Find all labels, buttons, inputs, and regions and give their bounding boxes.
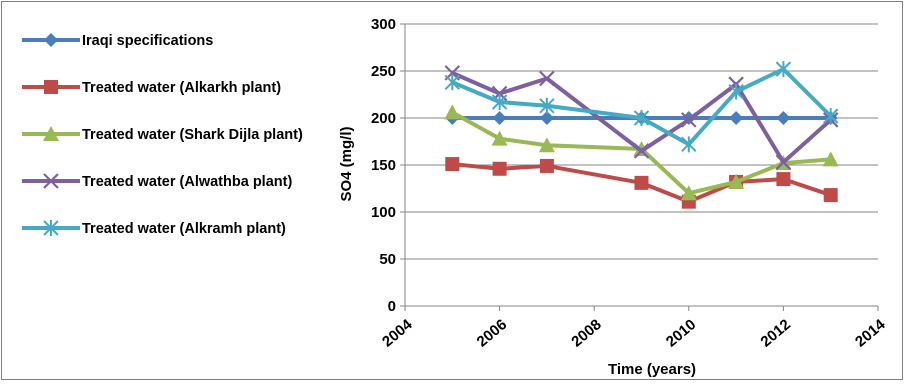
y-tick-label: 50	[379, 251, 396, 268]
data-point	[633, 143, 650, 159]
x-tick-label: 2012	[757, 316, 793, 350]
chart-frame: Iraqi specifications Treated water (Alkar…	[1, 1, 903, 380]
series-group	[444, 61, 839, 209]
y-tick-label: 250	[371, 63, 396, 80]
data-point	[822, 151, 839, 167]
data-point	[492, 161, 507, 176]
data-point	[775, 61, 792, 78]
x-tick-label: 2006	[474, 316, 510, 350]
data-point	[539, 158, 554, 173]
data-point	[491, 94, 508, 111]
data-point	[776, 172, 791, 187]
data-point	[822, 108, 839, 125]
legend-item: Treated water (Shark Dijla plant)	[22, 126, 303, 143]
legend: Iraqi specifications Treated water (Alkar…	[22, 33, 303, 237]
line-chart: Iraqi specifications Treated water (Alkar…	[22, 16, 889, 378]
series-line	[451, 67, 833, 147]
x-axis-label: Time (years)	[608, 361, 696, 378]
legend-label: Treated water (Alkarkh plant)	[82, 80, 281, 96]
y-tick-label: 200	[371, 110, 396, 127]
legend-label: Treated water (Alwathba plant)	[82, 174, 292, 190]
data-point	[728, 173, 745, 189]
x-tick-label: 2004	[379, 316, 416, 351]
data-point	[680, 185, 697, 201]
data-point	[444, 104, 461, 120]
legend-label: Treated water (Shark Dijla plant)	[82, 127, 303, 143]
series-line	[451, 71, 833, 165]
data-point	[823, 188, 838, 203]
legend-item: Treated water (Alkarkh plant)	[22, 80, 281, 96]
data-point	[491, 130, 508, 146]
data-point	[775, 154, 792, 170]
legend-item: Iraqi specifications	[22, 33, 213, 49]
data-point	[729, 111, 744, 125]
legend-label: Treated water (Alkramh plant)	[82, 221, 286, 237]
data-point	[492, 111, 507, 125]
y-tick-label: 300	[371, 16, 396, 33]
data-point	[538, 137, 555, 153]
series-2	[445, 157, 838, 209]
series-line	[451, 110, 831, 196]
data-point	[681, 112, 697, 128]
axes: 0 50 100 150 200 250 300 2004 2006 2008 2010 2012 20…	[371, 16, 889, 351]
data-point	[43, 220, 59, 236]
x-tick-label: 2014	[852, 316, 889, 351]
y-tick-label: 150	[371, 157, 396, 174]
y-axis-label: SO4 (mg/l)	[338, 126, 355, 201]
data-point	[539, 70, 555, 87]
x-tick-label: 2010	[663, 316, 699, 350]
data-point	[776, 111, 791, 125]
data-point	[445, 157, 460, 172]
data-point	[539, 111, 554, 125]
series-3	[444, 104, 839, 201]
data-point	[43, 126, 59, 141]
series-5	[444, 61, 839, 153]
series-line	[452, 162, 832, 204]
data-point	[633, 110, 650, 126]
legend-label: Iraqi specifications	[82, 33, 213, 49]
data-point	[444, 74, 461, 91]
data-point	[44, 33, 58, 47]
legend-item: Treated water (Alkramh plant)	[22, 220, 286, 237]
data-point	[44, 80, 58, 94]
data-point	[634, 175, 649, 190]
y-tick-label: 0	[388, 298, 396, 315]
x-tick-label: 2008	[568, 316, 604, 350]
data-point	[43, 173, 59, 189]
data-point	[728, 83, 744, 100]
y-tick-label: 100	[371, 204, 396, 221]
data-point	[681, 136, 697, 153]
data-point	[539, 97, 555, 114]
legend-item: Treated water (Alwathba plant)	[22, 173, 292, 190]
